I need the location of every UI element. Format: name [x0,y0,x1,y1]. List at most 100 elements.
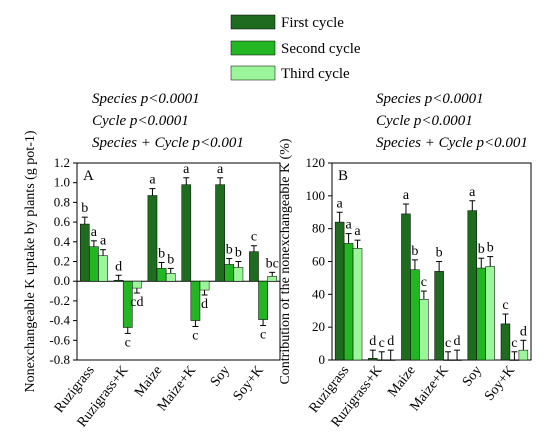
legend-label-third: Third cycle [281,66,350,82]
sig-letter-a: a [100,234,107,249]
bar-b [452,359,462,361]
y-tick-label-b: 20 [312,319,325,334]
panel-label-b: B [338,168,348,184]
bar-b [401,213,411,361]
y-tick-label-b: 100 [306,188,326,203]
bar-a [267,276,278,282]
bar-a [233,267,244,282]
sig-letter-b: c [445,336,451,351]
y-tick-label-a: 1.0 [54,175,70,190]
bar-a [132,280,142,289]
sig-letter-a: c [192,329,198,344]
y-tick-label-a: 1.2 [54,155,70,170]
bar-b [509,359,520,361]
sig-letter-a: c [125,335,131,350]
sig-letter-a: c [260,328,266,343]
panel-a-stat-cycle: Cycle p<0.0001 [92,113,189,129]
sig-letter-b: c [421,275,427,290]
sig-letter-b: b [487,241,494,256]
sig-letter-a: a [183,162,190,177]
bar-a [89,246,99,282]
sig-letter-a: b [235,246,242,261]
panel-a: -0.8 -0.6 -0.4 -0.2 0.0 0.2 0.4 0.6 0.8 1.0 1.2 A No… [23,130,281,430]
sig-letter-a: c [251,230,257,245]
sig-letter-b: c [379,336,385,351]
sig-letter-b: c [511,336,517,351]
bar-b [434,271,444,361]
bar-b [476,267,486,361]
y-axis-title-b: Contribution of the nonexchangeable K (%… [278,138,293,384]
bar-b [352,248,363,361]
panel-a-stats: Species p<0.0001 Cycle p<0.0001 Species … [92,91,244,151]
sig-letter-b: a [337,196,344,211]
y-tick-label-a: -0.6 [49,332,70,347]
sig-letter-b: a [469,185,476,200]
sig-letter-b: b [478,242,485,257]
category-label-a: Soy [208,363,233,389]
bar-b [467,210,478,361]
bar-b [343,243,354,361]
bar-a [181,184,192,282]
bar-b [368,358,378,361]
y-tick-label-a: -0.2 [49,293,70,308]
category-label-b: Soy+K [482,363,518,404]
sig-letter-a: b [226,243,233,258]
bar-a [190,280,201,321]
sig-letter-b: a [403,188,410,203]
y-tick-label-b: 60 [312,254,325,269]
bar-b [500,323,511,361]
category-label-b: Maize [385,363,418,400]
panel-b-stat-species: Species p<0.0001 [376,91,484,107]
sig-letter-b: d [387,334,394,349]
category-label-a: Maize [132,363,165,400]
sig-letter-b: d [520,324,527,339]
bar-a [199,280,210,291]
bar-a [249,251,259,282]
y-tick-label-b: 40 [312,286,325,301]
sig-letter-a: cd [130,295,143,310]
sig-letter-b: b [411,244,418,259]
bar-a [98,255,108,282]
legend-label-second: Second cycle [281,41,361,57]
panel-a-stat-species: Species p<0.0001 [92,91,200,107]
panel-b-stat-interaction: Species + Cycle p<0.001 [376,135,528,151]
sig-letter-a: bc [266,256,279,271]
bar-b [385,359,396,361]
y-axis-title-a: Nonexchangeable K uptake by plants (g po… [23,130,38,392]
bar-b [377,359,387,361]
sig-letter-a: b [158,246,165,261]
bar-b [410,269,420,361]
y-tick-label-b: 120 [306,155,326,170]
sig-letter-a: a [149,173,156,188]
bar-b [334,221,345,361]
sig-letter-a: a [91,225,98,240]
y-tick-label-a: -0.4 [49,313,70,328]
sig-letter-a: d [115,259,122,274]
bar-a [165,273,176,282]
sig-letter-a: d [201,297,208,312]
panel-b-stats: Species p<0.0001 Cycle p<0.0001 Species … [376,91,528,151]
sig-letter-b: d [454,334,461,349]
legend-label-first: First cycle [281,15,344,31]
bar-a [113,279,124,282]
bar-a [215,184,225,282]
sig-letter-b: b [436,246,443,261]
bar-a [79,223,90,282]
sig-letter-b: d [369,334,376,349]
bar-b [443,359,453,361]
y-tick-label-a: 0.6 [54,214,71,229]
sig-letter-a: b [167,252,174,267]
y-tick-label-a: 0.4 [54,234,71,249]
bar-b [419,299,429,361]
sig-letter-b: a [354,224,361,239]
bar-a [156,268,167,282]
sig-letter-a: a [217,162,224,177]
bar-b [518,349,529,361]
sig-letter-a: b [81,201,88,216]
legend-swatch-third [230,65,276,81]
legend-swatch-second [230,40,276,56]
bar-a [224,264,235,282]
bar-a [258,280,268,320]
category-label-a: Soy+K [231,363,267,404]
